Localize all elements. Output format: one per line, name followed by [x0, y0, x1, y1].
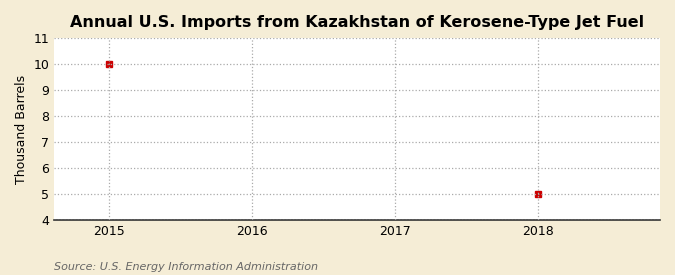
Title: Annual U.S. Imports from Kazakhstan of Kerosene-Type Jet Fuel: Annual U.S. Imports from Kazakhstan of K…	[70, 15, 644, 30]
Text: Source: U.S. Energy Information Administration: Source: U.S. Energy Information Administ…	[54, 262, 318, 271]
Y-axis label: Thousand Barrels: Thousand Barrels	[15, 75, 28, 184]
